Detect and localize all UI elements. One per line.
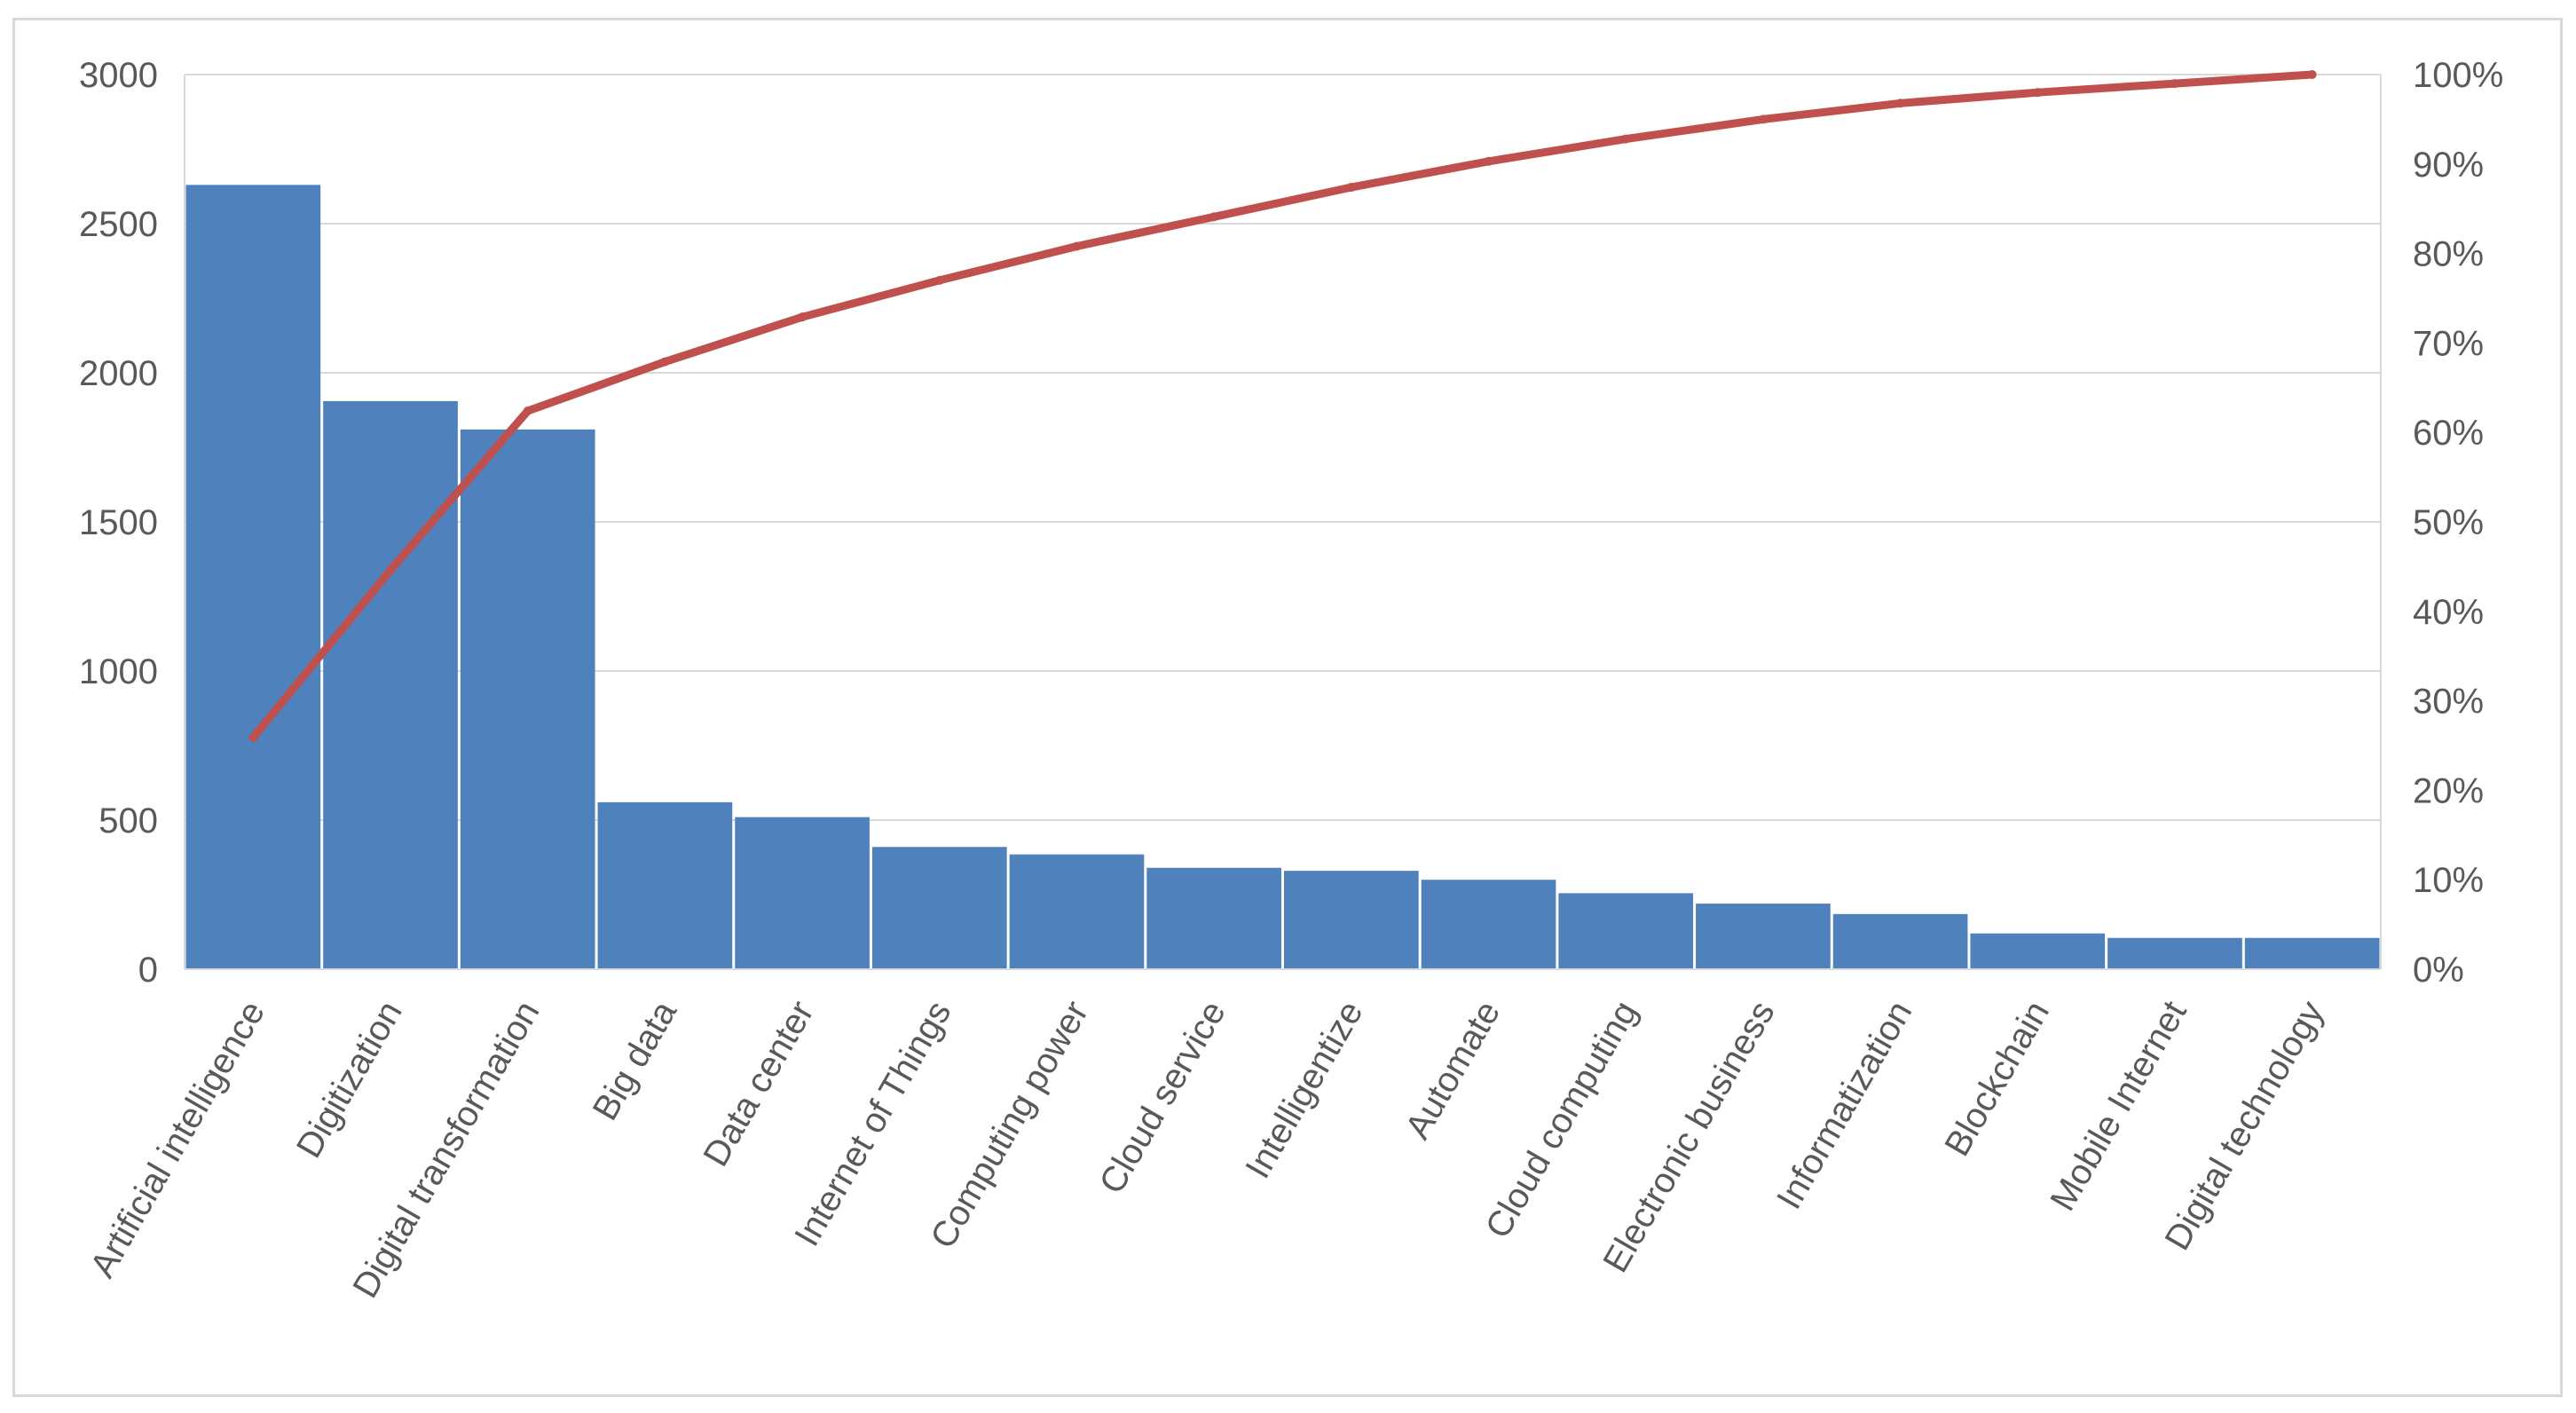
line-point bbox=[2307, 70, 2317, 79]
category-label: Computing power bbox=[923, 995, 1096, 1255]
category-label: Informatization bbox=[1769, 995, 1919, 1216]
line-point bbox=[2033, 88, 2043, 98]
line-point bbox=[1209, 212, 1219, 222]
category-label: Internet of Things bbox=[787, 995, 958, 1253]
bar bbox=[2107, 937, 2242, 969]
bars bbox=[185, 185, 2380, 970]
line-point bbox=[2170, 79, 2179, 89]
line-point bbox=[248, 732, 258, 742]
left-tick-label: 1500 bbox=[79, 503, 158, 542]
line-point bbox=[1346, 183, 1356, 193]
bar bbox=[2244, 937, 2380, 969]
line-point bbox=[1758, 114, 1768, 124]
category-label: Intelligentize bbox=[1238, 995, 1370, 1186]
right-tick-label: 40% bbox=[2413, 593, 2484, 632]
line-point bbox=[523, 407, 532, 416]
category-label: Digitization bbox=[289, 995, 410, 1164]
bar bbox=[185, 185, 321, 969]
bar bbox=[1832, 913, 1968, 969]
bar bbox=[1009, 854, 1145, 969]
bar bbox=[1284, 871, 1419, 969]
line-point bbox=[798, 312, 807, 322]
cumulative-series-line bbox=[248, 70, 2317, 742]
right-tick-label: 30% bbox=[2413, 683, 2484, 722]
line-point bbox=[1895, 99, 1905, 108]
right-axis-ticks: 0% 10% 20% 30% 40% 50% 60% 70% 80% 90% 100% bbox=[2413, 56, 2503, 990]
right-tick-label: 20% bbox=[2413, 771, 2484, 810]
category-labels: Artificial intelligence Digitization Digit… bbox=[83, 994, 2331, 1305]
bar bbox=[1970, 933, 2106, 969]
bar bbox=[323, 400, 458, 969]
category-label: Mobile Internet bbox=[2043, 995, 2194, 1218]
right-tick-label: 90% bbox=[2413, 146, 2484, 185]
category-label: Cloud service bbox=[1092, 995, 1233, 1201]
line-point bbox=[1621, 134, 1631, 144]
bar bbox=[1558, 893, 1694, 969]
bar bbox=[871, 847, 1007, 969]
right-tick-label: 60% bbox=[2413, 414, 2484, 453]
line-point bbox=[1072, 241, 1082, 251]
chart-frame bbox=[12, 18, 2563, 1397]
left-tick-label: 3000 bbox=[79, 56, 158, 95]
line-point bbox=[934, 275, 944, 285]
bar bbox=[1146, 867, 1281, 969]
left-tick-label: 1000 bbox=[79, 652, 158, 691]
left-tick-label: 2500 bbox=[79, 205, 158, 244]
category-label: Digital technology bbox=[2157, 995, 2331, 1257]
right-tick-label: 10% bbox=[2413, 861, 2484, 900]
right-tick-label: 50% bbox=[2413, 503, 2484, 542]
left-tick-label: 500 bbox=[98, 801, 158, 841]
right-tick-label: 70% bbox=[2413, 324, 2484, 363]
category-label: Data center bbox=[696, 995, 821, 1173]
line-point bbox=[660, 357, 670, 367]
cumulative-line bbox=[248, 70, 2317, 742]
left-axis-ticks: 0 500 1000 1500 2000 2500 3000 bbox=[79, 56, 158, 990]
right-tick-label: 80% bbox=[2413, 235, 2484, 274]
category-label: Cloud computing bbox=[1478, 995, 1645, 1245]
line-point bbox=[386, 565, 396, 575]
category-label: Blockchain bbox=[1937, 995, 2057, 1164]
category-label: Artificial intelligence bbox=[83, 995, 272, 1284]
bar bbox=[597, 801, 733, 969]
bar bbox=[735, 817, 870, 969]
line-point bbox=[1484, 156, 1493, 166]
left-tick-label: 2000 bbox=[79, 354, 158, 393]
bar bbox=[1696, 904, 1831, 969]
category-label: Big data bbox=[586, 994, 685, 1127]
right-tick-label: 0% bbox=[2413, 951, 2464, 990]
axes bbox=[184, 75, 2382, 970]
category-label: Automate bbox=[1398, 995, 1509, 1146]
bar bbox=[1421, 880, 1556, 969]
bar bbox=[460, 429, 595, 970]
right-tick-label: 100% bbox=[2413, 56, 2503, 95]
left-tick-label: 0 bbox=[138, 951, 158, 990]
